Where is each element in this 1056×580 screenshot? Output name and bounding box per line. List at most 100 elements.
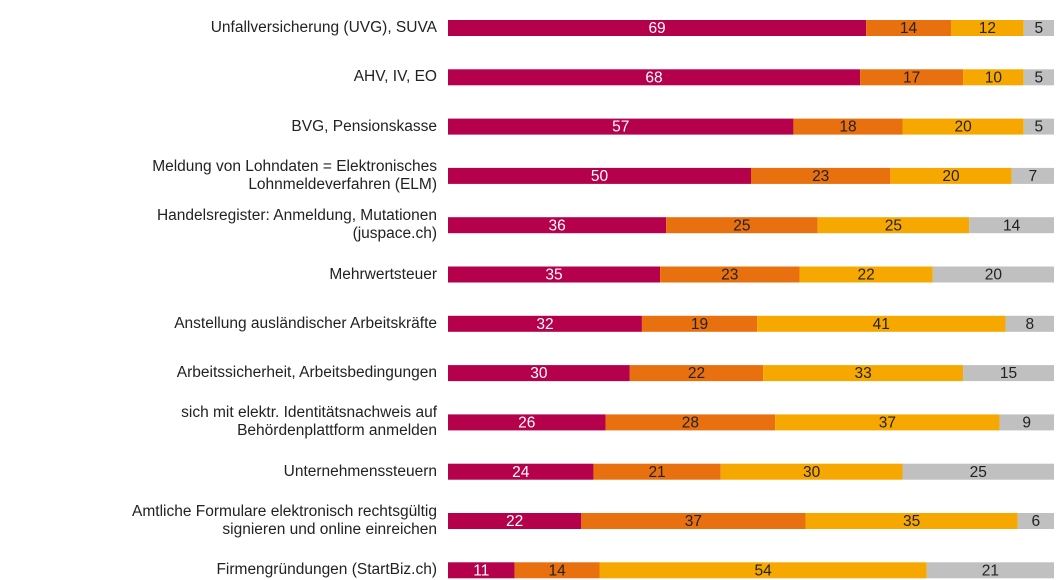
category-label: AHV, IV, EO [353, 68, 437, 86]
bar-segment [448, 463, 594, 480]
bar-segment [1023, 118, 1054, 135]
bar-segment [629, 365, 764, 382]
value-label: 20 [942, 168, 960, 185]
bar-segment [805, 513, 1018, 529]
category-label: Arbeitssicherheit, Arbeitsbedingungen [176, 364, 437, 382]
value-label: 6 [1032, 513, 1041, 530]
value-label: 26 [518, 414, 535, 431]
value-label: 25 [970, 464, 987, 481]
bar-segment [775, 414, 1000, 431]
bar-segment [448, 562, 515, 579]
value-label: 50 [591, 168, 609, 185]
value-label: 25 [733, 217, 750, 234]
value-label: 18 [839, 119, 856, 136]
bar-segment [932, 266, 1054, 283]
bar-segment [720, 463, 903, 480]
bar-segment [763, 365, 964, 382]
bar-segment [1011, 167, 1054, 184]
bar-segment [1023, 69, 1054, 86]
bar-segment [969, 217, 1054, 234]
bar-segment [448, 513, 582, 529]
value-label: 17 [903, 69, 920, 86]
value-label: 14 [1003, 217, 1021, 234]
category-label: Unfallversicherung (UVG), SUVA [210, 19, 437, 36]
bar-segment [660, 266, 800, 283]
value-label: 21 [982, 562, 999, 579]
bar-segment [448, 69, 861, 86]
bar-segment [902, 463, 1054, 480]
bar-segment [950, 20, 1024, 36]
value-label: 35 [545, 267, 562, 284]
bar-segment [751, 167, 891, 184]
bar-segment [963, 69, 1024, 86]
category-label: Meldung von Lohndaten = Elektronisches L… [152, 157, 437, 193]
value-label: 10 [985, 69, 1003, 86]
bar-segment [860, 69, 964, 86]
category-label: Mehrwertsteuer [329, 265, 437, 283]
value-label: 57 [612, 119, 629, 136]
value-label: 20 [985, 267, 1003, 284]
value-label: 12 [979, 20, 996, 37]
value-label: 35 [903, 513, 920, 530]
category-label: Handelsregister: Anmeldung, Mutationen (… [156, 207, 437, 243]
value-label: 37 [879, 414, 896, 431]
value-label: 22 [506, 513, 523, 530]
bar-segment [581, 513, 806, 529]
value-label: 5 [1035, 20, 1044, 37]
bar-segment [1017, 513, 1054, 529]
bar-segment [799, 266, 933, 283]
bar-segment [641, 315, 758, 332]
value-label: 54 [754, 562, 772, 579]
bar-segment [605, 414, 776, 431]
bar-segment [793, 118, 903, 135]
value-label: 5 [1035, 69, 1044, 86]
bar-segment [514, 562, 600, 579]
value-label: 21 [648, 464, 665, 481]
value-label: 8 [1025, 316, 1034, 333]
bar-segment [593, 463, 721, 480]
value-label: 23 [721, 267, 738, 284]
value-label: 9 [1022, 414, 1031, 431]
category-label: Amtliche Formulare elektronisch rechtsgü… [132, 503, 437, 538]
value-label: 30 [803, 464, 821, 481]
bar-segment [1023, 20, 1054, 36]
value-label: 33 [854, 365, 871, 382]
value-label: 14 [900, 20, 918, 37]
value-label: 68 [645, 69, 662, 86]
bar-segment [1005, 315, 1054, 332]
bar-segment [926, 562, 1054, 579]
value-label: 30 [530, 365, 548, 382]
bar-segment [448, 266, 661, 283]
bar-segment [890, 167, 1012, 184]
category-label: Unternehmenssteuern [283, 462, 437, 480]
value-label: 24 [512, 464, 530, 481]
value-label: 32 [536, 316, 553, 333]
value-label: 41 [873, 316, 890, 333]
value-label: 15 [1000, 365, 1017, 382]
value-label: 25 [885, 217, 902, 234]
bar-segment [757, 315, 1006, 332]
bar-segment [963, 365, 1054, 382]
value-label: 11 [473, 562, 489, 579]
category-label: BVG, Pensionskasse [291, 117, 437, 135]
value-label: 5 [1035, 119, 1044, 136]
bar-segment [902, 118, 1024, 135]
category-label: Firmengründungen (StartBiz.ch) [216, 561, 437, 579]
value-label: 23 [812, 168, 829, 185]
bar-segment [448, 414, 606, 431]
value-label: 19 [691, 316, 708, 333]
value-label: 14 [548, 562, 566, 579]
bar-segment [817, 217, 970, 234]
value-label: 22 [858, 267, 875, 284]
value-label: 22 [688, 365, 705, 382]
category-label: Anstellung ausländischer Arbeitskräfte [174, 314, 437, 332]
value-label: 37 [685, 513, 702, 530]
bar-segment [999, 414, 1054, 431]
bar-segment [448, 118, 794, 135]
value-label: 7 [1028, 168, 1037, 185]
category-label: sich mit elektr. Identitätsnachweis auf … [181, 404, 437, 440]
value-label: 20 [954, 119, 972, 136]
bar-segment [599, 562, 927, 579]
